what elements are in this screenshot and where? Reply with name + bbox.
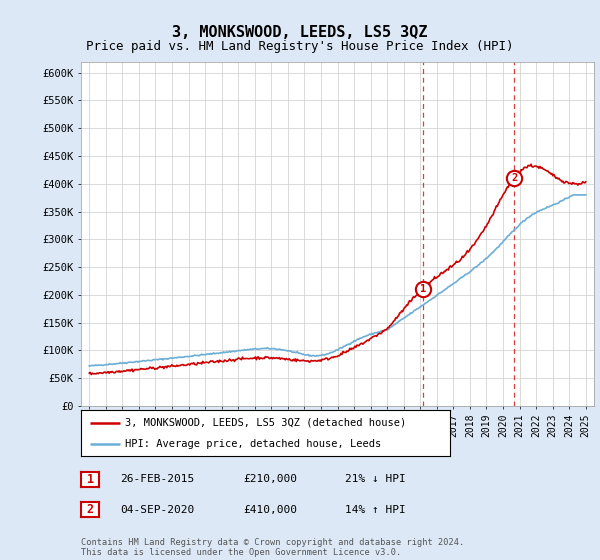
Text: 1: 1: [419, 284, 426, 295]
Text: Contains HM Land Registry data © Crown copyright and database right 2024.
This d: Contains HM Land Registry data © Crown c…: [81, 538, 464, 557]
Text: 14% ↑ HPI: 14% ↑ HPI: [345, 505, 406, 515]
Text: 1: 1: [86, 473, 94, 486]
Text: 2: 2: [511, 173, 517, 183]
Text: 26-FEB-2015: 26-FEB-2015: [120, 474, 194, 484]
Text: 21% ↓ HPI: 21% ↓ HPI: [345, 474, 406, 484]
Text: 2: 2: [86, 503, 94, 516]
Text: £210,000: £210,000: [243, 474, 297, 484]
Text: 3, MONKSWOOD, LEEDS, LS5 3QZ: 3, MONKSWOOD, LEEDS, LS5 3QZ: [172, 25, 428, 40]
Text: HPI: Average price, detached house, Leeds: HPI: Average price, detached house, Leed…: [125, 439, 382, 449]
Text: 04-SEP-2020: 04-SEP-2020: [120, 505, 194, 515]
Text: Price paid vs. HM Land Registry's House Price Index (HPI): Price paid vs. HM Land Registry's House …: [86, 40, 514, 53]
Text: 3, MONKSWOOD, LEEDS, LS5 3QZ (detached house): 3, MONKSWOOD, LEEDS, LS5 3QZ (detached h…: [125, 418, 407, 428]
Text: £410,000: £410,000: [243, 505, 297, 515]
